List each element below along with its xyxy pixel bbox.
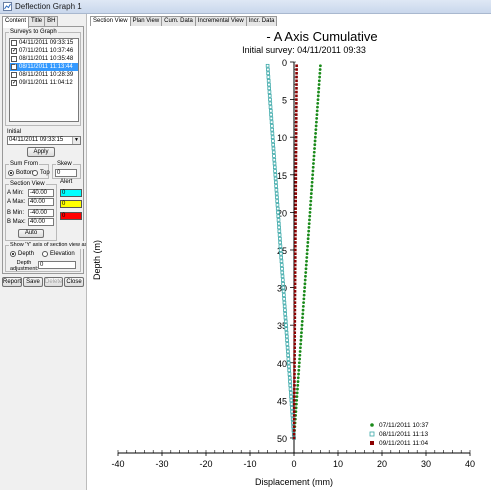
a-max-input[interactable]: 40.00	[28, 198, 54, 206]
survey-list[interactable]: 04/11/2011 09:33:15 ✓ 07/11/2011 10:37:46 0…	[9, 38, 79, 122]
report-button[interactable]: Report	[2, 277, 22, 287]
surveys-group: Surveys to Graph 04/11/2011 09:33:15 ✓ 07/…	[5, 28, 81, 126]
survey-checkbox[interactable]: ✓	[11, 48, 18, 54]
survey-list-item[interactable]: ✓ 09/11/2011 11:04:12	[10, 79, 78, 87]
survey-label: 07/11/2011 10:37:46	[19, 48, 74, 54]
survey-label: 08/11/2011 10:28:39	[19, 72, 74, 78]
skew-label: Skew	[56, 160, 73, 168]
tab-incr-data[interactable]: Incr. Data	[245, 16, 278, 26]
survey-label: 04/11/2011 09:33:15	[19, 40, 74, 46]
axis-depth-label: Depth	[18, 251, 35, 257]
b-min-label: B Min:	[7, 210, 25, 216]
axis-elevation-option[interactable]: Elevation	[42, 251, 75, 257]
alert-level-2[interactable]: 0	[60, 200, 82, 208]
b-max-input[interactable]: 40.00	[28, 218, 54, 226]
sum-from-top-label: Top	[40, 170, 50, 176]
save-button[interactable]: Save	[23, 277, 43, 287]
sum-from-group: Sum From Bottom Top	[5, 160, 50, 179]
skew-group: Skew 0	[52, 160, 81, 179]
survey-list-item[interactable]: 04/11/2011 09:33:15	[10, 39, 78, 47]
section-view-group: Section View A Min: -40.00 A Max: 40.00 …	[5, 180, 57, 241]
alert-level-3[interactable]: 0	[60, 212, 82, 220]
sum-from-label: Sum From	[9, 160, 40, 168]
radio-bottom[interactable]	[8, 170, 14, 176]
settings-panel: Content Title BH Surveys to Graph 04/11/…	[0, 14, 90, 490]
a-max-label: A Max:	[7, 199, 26, 205]
tab-content[interactable]: Content	[2, 16, 30, 28]
apply-button[interactable]: Apply	[27, 147, 55, 157]
chevron-down-icon[interactable]: ▼	[72, 137, 80, 144]
delete-button[interactable]: Delete	[44, 277, 63, 287]
auto-button[interactable]: Auto	[18, 229, 44, 238]
radio-depth[interactable]	[10, 251, 16, 257]
settings-tabs: Content Title BH	[2, 16, 59, 28]
depth-adjust-input[interactable]: 0	[38, 261, 76, 269]
app-icon	[3, 2, 12, 11]
graph-area: Section View Plan View Cum. Data Increme…	[86, 14, 491, 490]
surveys-group-label: Surveys to Graph	[9, 28, 58, 36]
a-min-input[interactable]: -40.00	[28, 189, 54, 197]
y-axis-option-label: Show 'Y' axis of section view as:	[9, 241, 90, 249]
close-button[interactable]: Close	[64, 277, 84, 287]
survey-checkbox[interactable]	[11, 40, 17, 46]
survey-checkbox[interactable]	[11, 56, 17, 62]
initial-label: Initial	[7, 129, 22, 135]
axis-depth-option[interactable]: Depth	[10, 251, 34, 257]
b-min-input[interactable]: -40.00	[28, 209, 54, 217]
survey-checkbox[interactable]: ✓	[11, 80, 18, 86]
initial-survey-value: 04/11/2011 09:33:15	[9, 137, 64, 143]
section-view-label: Section View	[9, 180, 46, 188]
survey-list-item[interactable]: ✓ 07/11/2011 10:37:46	[10, 47, 78, 55]
skew-input[interactable]: 0	[55, 169, 77, 177]
sum-from-bottom-label: Bottom	[16, 170, 36, 176]
depth-adjust-label: Depth adjustment:	[10, 260, 39, 272]
a-min-label: A Min:	[7, 190, 24, 196]
tab-plan-view[interactable]: Plan View	[129, 16, 163, 26]
alert-group: Alert 0 0 0	[59, 179, 82, 241]
radio-elevation[interactable]	[42, 251, 48, 257]
survey-label: 08/11/2011 11:13:44	[19, 64, 73, 70]
tab-cum-data[interactable]: Cum. Data	[161, 16, 196, 26]
action-buttons: Report Save Delete Close	[2, 277, 84, 287]
survey-checkbox[interactable]: ✓	[11, 64, 18, 70]
window-titlebar: Deflection Graph 1	[0, 0, 491, 14]
survey-list-item[interactable]: ✓ 08/11/2011 11:13:44	[10, 63, 78, 71]
tab-section-view[interactable]: Section View	[90, 16, 131, 26]
window-title: Deflection Graph 1	[15, 2, 82, 11]
sum-from-bottom[interactable]: Bottom	[8, 170, 35, 176]
view-tabs: Section View Plan View Cum. Data Increme…	[90, 16, 278, 26]
survey-label: 08/11/2011 10:35:48	[19, 56, 74, 62]
tab-bh[interactable]: BH	[44, 16, 59, 27]
survey-checkbox[interactable]	[11, 72, 17, 78]
y-axis-option-group: Show 'Y' axis of section view as: Depth …	[5, 241, 90, 272]
axis-elevation-label: Elevation	[50, 251, 75, 257]
survey-list-item[interactable]: 08/11/2011 10:28:39	[10, 71, 78, 79]
survey-list-item[interactable]: 08/11/2011 10:35:48	[10, 55, 78, 63]
tab-incremental-view[interactable]: Incremental View	[194, 16, 247, 26]
content-tab-body: Surveys to Graph 04/11/2011 09:33:15 ✓ 07/…	[2, 26, 90, 274]
alert-label: Alert	[60, 179, 73, 185]
alert-level-1[interactable]: 0	[60, 189, 82, 197]
b-max-label: B Max:	[7, 219, 26, 225]
initial-survey-select[interactable]: 04/11/2011 09:33:15 ▼	[7, 136, 81, 145]
sum-from-top[interactable]: Top	[32, 170, 50, 176]
survey-label: 09/11/2011 11:04:12	[19, 80, 73, 86]
radio-top[interactable]	[32, 170, 38, 176]
